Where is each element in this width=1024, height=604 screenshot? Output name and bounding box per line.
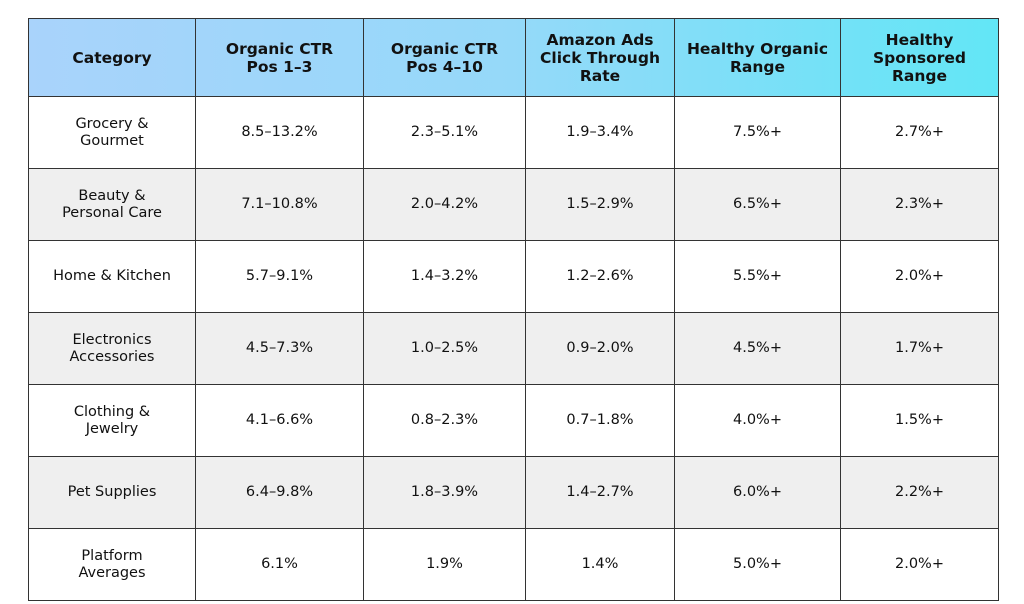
- value-cell: 5.0%+: [674, 528, 841, 601]
- value-cell: 1.5–2.9%: [525, 168, 675, 241]
- category-cell: Platform Averages: [28, 528, 196, 601]
- table-row: Beauty & Personal Care 7.1–10.8% 2.0–4.2% 1…: [28, 168, 999, 241]
- category-cell: Electronics Accessories: [28, 312, 196, 385]
- table-row: Grocery & Gourmet 8.5–13.2% 2.3–5.1% 1.9–3.…: [28, 96, 999, 169]
- table-row: Clothing & Jewelry 4.1–6.6% 0.8–2.3% 0.7–1.…: [28, 384, 999, 457]
- value-cell: 2.7%+: [840, 96, 999, 169]
- value-cell: 0.8–2.3%: [363, 384, 526, 457]
- value-cell: 1.4%: [525, 528, 675, 601]
- value-cell: 1.5%+: [840, 384, 999, 457]
- value-cell: 0.7–1.8%: [525, 384, 675, 457]
- header-cell: Healthy Sponsored Range: [840, 18, 999, 97]
- value-cell: 4.5%+: [674, 312, 841, 385]
- value-cell: 2.3–5.1%: [363, 96, 526, 169]
- header-cell: Organic CTR Pos 1–3: [195, 18, 364, 97]
- header-cell: Organic CTR Pos 4–10: [363, 18, 526, 97]
- table-row: Electronics Accessories 4.5–7.3% 1.0–2.5% 0…: [28, 312, 999, 385]
- header-cell: Category: [28, 18, 196, 97]
- value-cell: 2.3%+: [840, 168, 999, 241]
- value-cell: 8.5–13.2%: [195, 96, 364, 169]
- value-cell: 7.1–10.8%: [195, 168, 364, 241]
- value-cell: 1.4–2.7%: [525, 456, 675, 529]
- category-cell: Beauty & Personal Care: [28, 168, 196, 241]
- table-row: Platform Averages 6.1% 1.9% 1.4% 5.0%+ 2.0%+: [28, 528, 999, 601]
- value-cell: 6.5%+: [674, 168, 841, 241]
- value-cell: 1.0–2.5%: [363, 312, 526, 385]
- value-cell: 1.4–3.2%: [363, 240, 526, 313]
- table-row: Home & Kitchen 5.7–9.1% 1.4–3.2% 1.2–2.6% 5.…: [28, 240, 999, 313]
- value-cell: 5.5%+: [674, 240, 841, 313]
- table-row: Pet Supplies 6.4–9.8% 1.8–3.9% 1.4–2.7% 6.0%…: [28, 456, 999, 529]
- value-cell: 4.5–7.3%: [195, 312, 364, 385]
- value-cell: 1.9%: [363, 528, 526, 601]
- value-cell: 4.1–6.6%: [195, 384, 364, 457]
- value-cell: 4.0%+: [674, 384, 841, 457]
- value-cell: 1.2–2.6%: [525, 240, 675, 313]
- value-cell: 1.7%+: [840, 312, 999, 385]
- value-cell: 1.8–3.9%: [363, 456, 526, 529]
- header-cell: Healthy Organic Range: [674, 18, 841, 97]
- value-cell: 0.9–2.0%: [525, 312, 675, 385]
- category-cell: Home & Kitchen: [28, 240, 196, 313]
- value-cell: 6.4–9.8%: [195, 456, 364, 529]
- value-cell: 6.1%: [195, 528, 364, 601]
- value-cell: 1.9–3.4%: [525, 96, 675, 169]
- header-row: Category Organic CTR Pos 1–3 Organic CTR P…: [28, 18, 999, 97]
- value-cell: 7.5%+: [674, 96, 841, 169]
- value-cell: 2.0–4.2%: [363, 168, 526, 241]
- value-cell: 2.0%+: [840, 240, 999, 313]
- table-body: Grocery & Gourmet 8.5–13.2% 2.3–5.1% 1.9–3.…: [28, 96, 999, 601]
- table-header: Category Organic CTR Pos 1–3 Organic CTR P…: [28, 18, 999, 97]
- category-cell: Pet Supplies: [28, 456, 196, 529]
- header-cell: Amazon Ads Click Through Rate: [525, 18, 675, 97]
- table-wrap: Category Organic CTR Pos 1–3 Organic CTR P…: [28, 18, 999, 601]
- value-cell: 5.7–9.1%: [195, 240, 364, 313]
- category-cell: Grocery & Gourmet: [28, 96, 196, 169]
- category-cell: Clothing & Jewelry: [28, 384, 196, 457]
- ctr-table: Category Organic CTR Pos 1–3 Organic CTR P…: [28, 18, 999, 601]
- value-cell: 6.0%+: [674, 456, 841, 529]
- value-cell: 2.2%+: [840, 456, 999, 529]
- value-cell: 2.0%+: [840, 528, 999, 601]
